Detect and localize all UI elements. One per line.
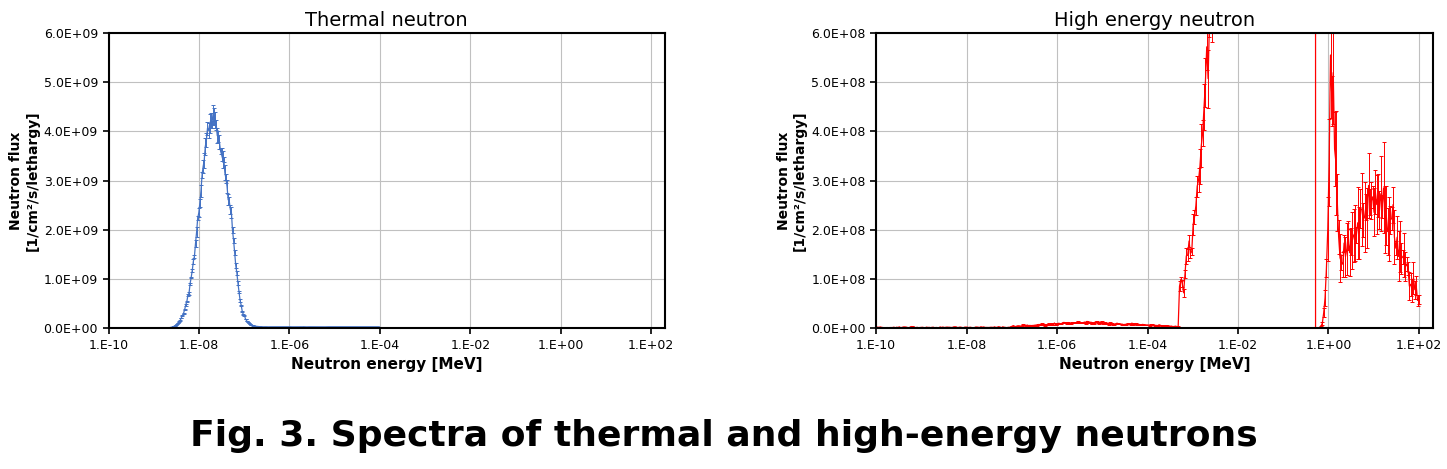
- Title: Thermal neutron: Thermal neutron: [305, 11, 467, 30]
- Y-axis label: Neutron flux
[1/cm²/s/lethargy]: Neutron flux [1/cm²/s/lethargy]: [9, 110, 39, 251]
- X-axis label: Neutron energy [MeV]: Neutron energy [MeV]: [1059, 357, 1250, 372]
- Text: Fig. 3. Spectra of thermal and high-energy neutrons: Fig. 3. Spectra of thermal and high-ener…: [190, 419, 1257, 453]
- Y-axis label: Neutron flux
[1/cm²/s/lethargy]: Neutron flux [1/cm²/s/lethargy]: [777, 110, 807, 251]
- X-axis label: Neutron energy [MeV]: Neutron energy [MeV]: [291, 357, 482, 372]
- Title: High energy neutron: High energy neutron: [1053, 11, 1255, 30]
